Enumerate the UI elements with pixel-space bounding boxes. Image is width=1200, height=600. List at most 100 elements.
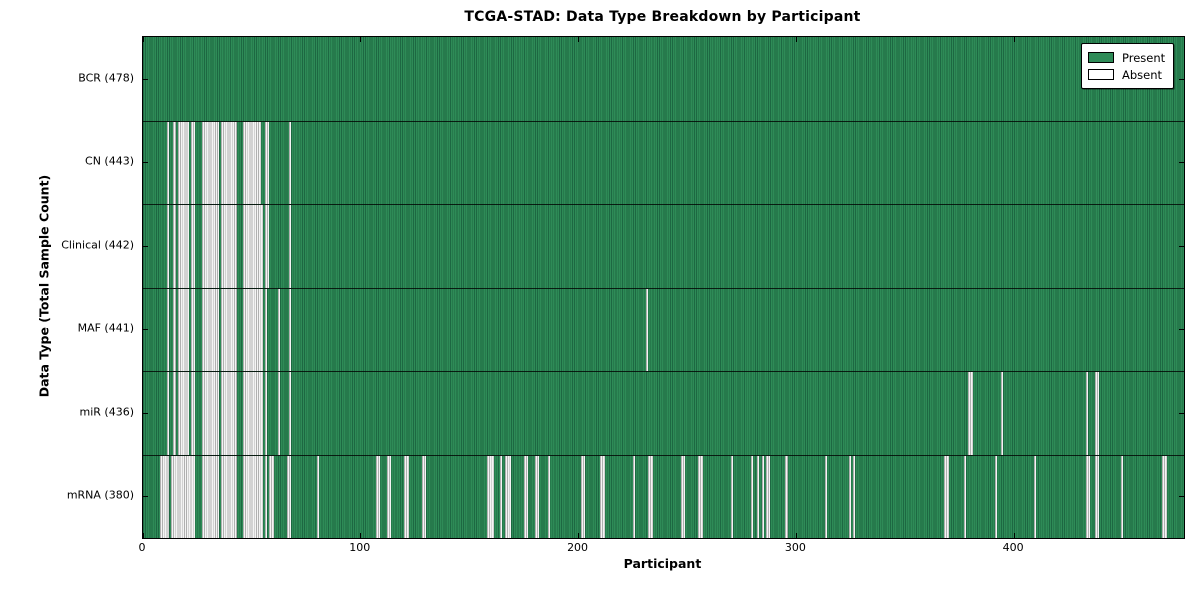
xtick-label-100: 100 — [349, 541, 371, 554]
y-tick — [1179, 329, 1184, 331]
data-row-mrna — [143, 454, 1184, 538]
xtick-label-300: 300 — [784, 541, 806, 554]
y-tick — [143, 78, 148, 80]
absent-stripe — [177, 288, 189, 371]
absent-stripe — [201, 205, 220, 288]
legend: Present Absent — [1081, 43, 1175, 89]
absent-stripe — [173, 372, 176, 455]
absent-stripe — [848, 455, 851, 538]
absent-stripe — [680, 455, 686, 538]
xtick-label-200: 200 — [567, 541, 589, 554]
x-tick — [142, 37, 144, 42]
absent-stripe — [1120, 455, 1123, 538]
absent-stripe — [317, 455, 320, 538]
absent-stripe — [269, 455, 274, 538]
absent-stripe — [264, 372, 268, 455]
x-tick — [142, 533, 144, 538]
absent-stripe — [580, 455, 586, 538]
absent-stripe — [548, 455, 551, 538]
y-tick — [143, 162, 148, 164]
absent-stripe — [221, 121, 237, 204]
y-tick — [1179, 78, 1184, 80]
absent-stripe — [524, 455, 529, 538]
data-row-bcr — [143, 37, 1184, 121]
absent-stripe — [994, 455, 997, 538]
ytick-label-bcr: BCR (478) — [78, 71, 134, 85]
absent-stripe — [785, 455, 788, 538]
xtick-label-0: 0 — [138, 541, 146, 554]
absent-stripe — [190, 372, 196, 455]
absent-stripe — [243, 455, 263, 538]
absent-stripe — [500, 455, 503, 538]
present-swatch-icon — [1088, 52, 1114, 63]
absent-stripe — [1001, 372, 1004, 455]
absent-swatch-icon — [1088, 69, 1114, 80]
absent-stripe — [243, 288, 263, 371]
absent-stripe — [166, 288, 170, 371]
absent-stripe — [824, 455, 827, 538]
absent-stripe — [243, 121, 261, 204]
legend-label-present: Present — [1122, 50, 1166, 65]
x-tick — [360, 37, 362, 42]
absent-stripe — [190, 205, 196, 288]
absent-stripe — [173, 121, 176, 204]
x-tick — [795, 37, 797, 42]
absent-stripe — [646, 288, 649, 371]
absent-stripe — [166, 121, 170, 204]
absent-stripe — [288, 121, 292, 204]
data-row-maf — [143, 287, 1184, 371]
y-tick — [1179, 162, 1184, 164]
absent-stripe — [288, 288, 292, 371]
absent-stripe — [171, 455, 196, 538]
absent-stripe — [177, 121, 189, 204]
absent-stripe — [404, 455, 409, 538]
absent-stripe — [166, 372, 170, 455]
absent-stripe — [160, 455, 170, 538]
absent-stripe — [288, 205, 292, 288]
absent-stripe — [698, 455, 703, 538]
absent-stripe — [278, 372, 281, 455]
absent-stripe — [504, 455, 512, 538]
absent-stripe — [1162, 455, 1167, 538]
chart-title: TCGA-STAD: Data Type Breakdown by Partic… — [464, 9, 861, 25]
y-tick — [143, 245, 148, 247]
legend-label-absent: Absent — [1122, 67, 1163, 82]
absent-stripe — [633, 455, 636, 538]
absent-stripe — [288, 372, 292, 455]
absent-stripe — [201, 455, 220, 538]
absent-stripe — [166, 205, 170, 288]
absent-stripe — [221, 205, 237, 288]
absent-stripe — [264, 288, 268, 371]
legend-entry-present: Present — [1088, 49, 1165, 66]
x-axis-label: Participant — [623, 556, 702, 571]
ytick-label-maf: MAF (441) — [77, 321, 134, 335]
absent-stripe — [757, 455, 760, 538]
absent-stripe — [264, 121, 270, 204]
legend-entry-absent: Absent — [1088, 66, 1165, 83]
absent-stripe — [221, 455, 237, 538]
plot-area — [142, 36, 1185, 539]
ytick-label-clinical: Clinical (442) — [61, 238, 134, 252]
absent-stripe — [535, 455, 540, 538]
x-tick — [1013, 533, 1015, 538]
y-tick — [1179, 412, 1184, 414]
x-tick — [1013, 37, 1015, 42]
absent-stripe — [177, 372, 189, 455]
absent-stripe — [221, 288, 237, 371]
absent-stripe — [487, 455, 494, 538]
ytick-label-mir: miR (436) — [79, 405, 135, 419]
data-row-mir — [143, 371, 1184, 455]
absent-stripe — [201, 372, 220, 455]
absent-stripe — [177, 205, 189, 288]
absent-stripe — [750, 455, 753, 538]
y-tick — [1179, 245, 1184, 247]
absent-stripe — [190, 288, 196, 371]
absent-stripe — [1094, 372, 1100, 455]
absent-stripe — [968, 372, 973, 455]
y-tick — [143, 496, 148, 498]
y-axis-label: Data Type (Total Sample Count) — [36, 174, 52, 398]
absent-stripe — [386, 455, 392, 538]
absent-stripe — [1085, 455, 1091, 538]
absent-stripe — [944, 455, 949, 538]
